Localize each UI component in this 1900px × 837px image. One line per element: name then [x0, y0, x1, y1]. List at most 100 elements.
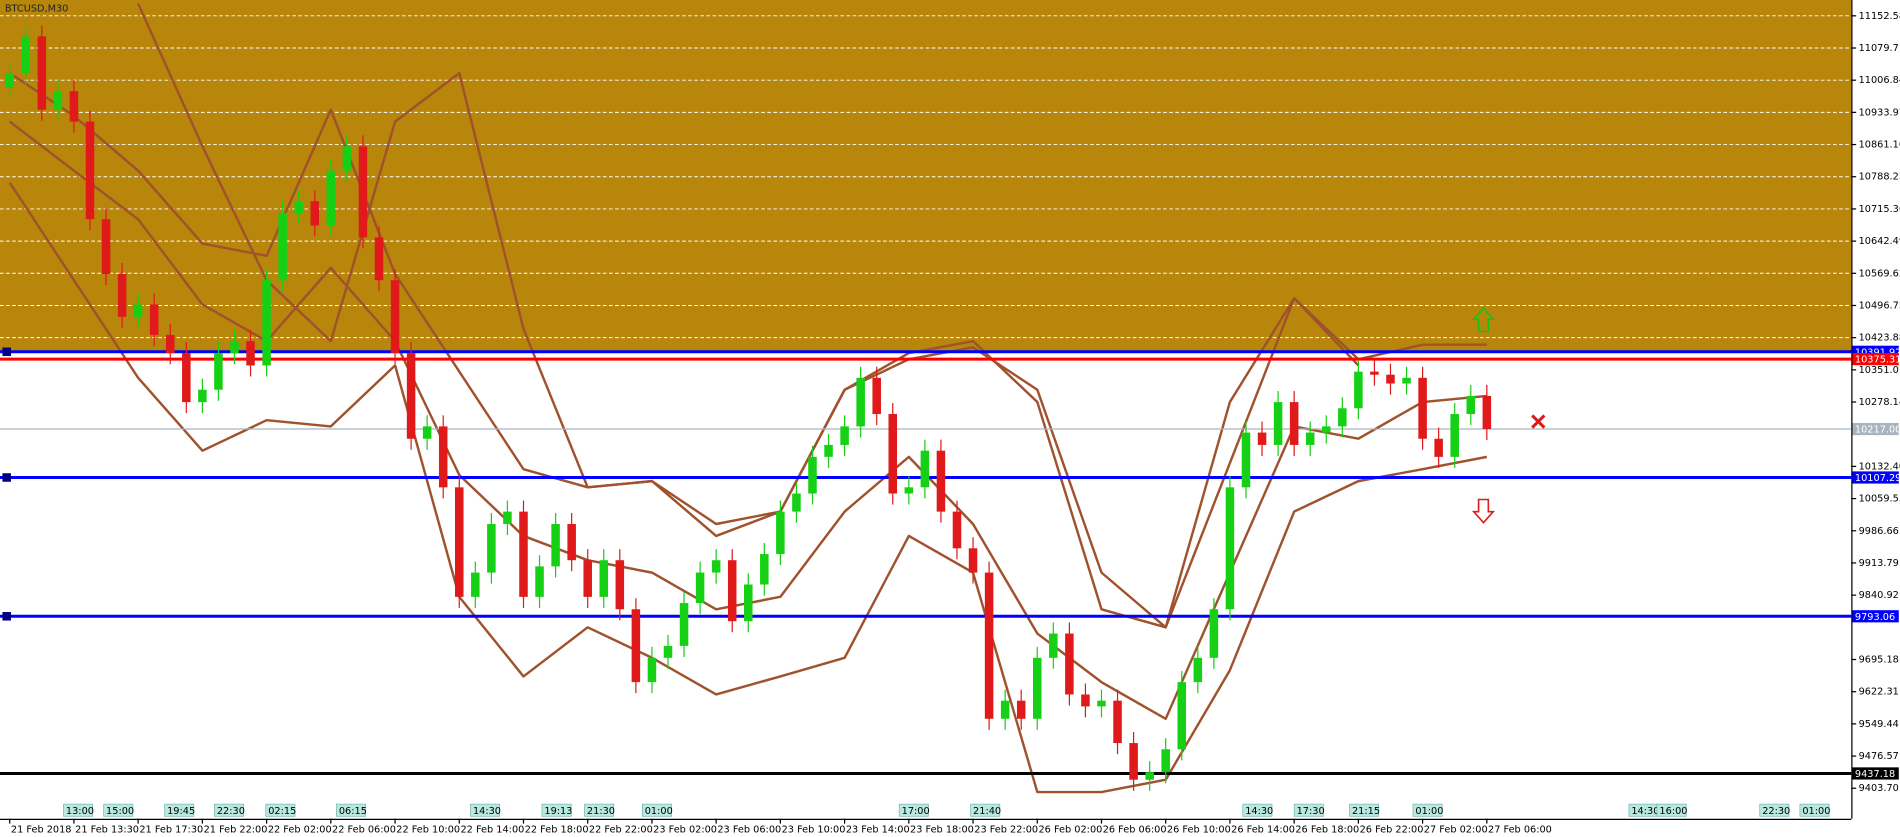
candle-body	[968, 548, 978, 573]
event-box	[1242, 803, 1273, 817]
candle-body	[406, 353, 416, 439]
y-tick-label: 10861.10	[1859, 140, 1900, 151]
level-anchor	[2, 347, 11, 357]
candle-body	[422, 426, 432, 439]
level-label-box	[1852, 610, 1899, 623]
candle-body	[663, 645, 673, 658]
candle-body	[1434, 438, 1443, 457]
x-tick-label: 26 Feb 18:00	[1295, 825, 1359, 836]
event-box	[898, 803, 929, 817]
candle-body	[1418, 377, 1427, 439]
candle-body	[1129, 743, 1138, 780]
event-label: 17:30	[1297, 806, 1325, 817]
level-label-box	[1852, 422, 1899, 436]
candle-body	[1482, 395, 1492, 430]
x-tick-label: 27 Feb 02:00	[1424, 825, 1488, 836]
candle-body	[872, 377, 881, 415]
candle-body	[1177, 682, 1187, 750]
event-label: 21:40	[973, 806, 1001, 817]
buy-arrow	[1471, 307, 1495, 333]
candle-body	[519, 511, 528, 597]
candle-body	[1000, 700, 1010, 719]
y-tick-label: 9622.31	[1859, 687, 1899, 698]
candle-body	[1273, 402, 1283, 445]
event-box	[164, 803, 195, 817]
x-tick-label: 23 Feb 18:00	[910, 825, 974, 836]
event-label: 19:45	[167, 806, 195, 817]
event-label: 19:13	[544, 806, 572, 817]
candle-body	[1016, 700, 1026, 719]
zone-layer	[0, 0, 1852, 352]
y-tick-label: 11006.84	[1859, 75, 1900, 86]
candle-body	[1354, 371, 1363, 409]
candle-body	[230, 341, 239, 354]
candle-body	[1081, 694, 1090, 707]
candle-body	[37, 36, 47, 110]
level-anchor	[2, 612, 11, 621]
candle-body	[1113, 700, 1122, 744]
grid-layer	[0, 15, 1852, 789]
event-box	[1349, 803, 1380, 817]
candle-body	[133, 304, 143, 317]
x-tick-label: 23 Feb 22:00	[974, 825, 1038, 836]
x-tick-label: 21 Feb 17:30	[139, 825, 203, 836]
event-box	[970, 803, 1001, 817]
candle-body	[1209, 609, 1219, 658]
candle-body	[262, 280, 271, 366]
event-label: 17:00	[902, 806, 930, 817]
x-tick-label: 22 Feb 06:00	[332, 825, 396, 836]
candle-body	[679, 603, 689, 646]
candle-body	[278, 213, 287, 281]
candle-body	[647, 657, 657, 683]
candle-body	[117, 274, 127, 317]
x-tick-label: 22 Feb 22:00	[589, 825, 653, 836]
candle-body	[1065, 633, 1074, 695]
y-tick-label: 10132.40	[1859, 461, 1900, 472]
x-tick-label: 26 Feb 02:00	[1038, 825, 1102, 836]
candle-layer	[5, 25, 1492, 791]
event-label: 14:30	[1245, 806, 1273, 817]
candle-body	[342, 146, 352, 171]
y-tick-label: 9986.66	[1859, 526, 1899, 537]
x-tick-label: 21 Feb 22:00	[204, 825, 268, 836]
zone	[0, 0, 1852, 352]
candle-body	[599, 560, 609, 597]
event-label: 16:00	[1659, 806, 1687, 817]
y-tick-label: 10059.53	[1859, 494, 1900, 505]
x-tick-label: 23 Feb 06:00	[717, 825, 781, 836]
y-tick-label: 9549.44	[1859, 719, 1899, 730]
candle-body	[888, 414, 898, 494]
candle-body	[149, 304, 159, 335]
event-label: 01:00	[1415, 806, 1443, 817]
candle-body	[695, 572, 705, 604]
sell-arrow	[1471, 498, 1495, 524]
candle-body	[904, 487, 914, 494]
candle-body	[551, 523, 560, 567]
y-tick-label: 9476.57	[1859, 751, 1899, 762]
event-box	[1799, 803, 1830, 817]
event-box	[265, 803, 296, 817]
event-label: 14:30	[1631, 806, 1659, 817]
candle-body	[374, 237, 384, 281]
band-line	[9, 72, 1487, 629]
candle-body	[727, 560, 737, 622]
candle-body	[1402, 377, 1411, 384]
event-label: 21:15	[1352, 806, 1380, 817]
y-tick-label: 9840.92	[1859, 590, 1899, 601]
candle-body	[101, 219, 111, 275]
candle-body	[471, 572, 480, 597]
candle-body	[1097, 700, 1106, 707]
x-tick-label: 22 Feb 10:00	[396, 825, 460, 836]
y-tick-label: 10351.01	[1859, 365, 1900, 376]
candle-body	[1193, 657, 1203, 683]
candle-body	[1289, 402, 1299, 445]
candle-body	[294, 201, 303, 214]
level-anchor	[2, 473, 11, 482]
event-box	[584, 803, 615, 817]
y-tick-label: 9913.79	[1859, 558, 1899, 569]
candle-body	[438, 426, 448, 488]
